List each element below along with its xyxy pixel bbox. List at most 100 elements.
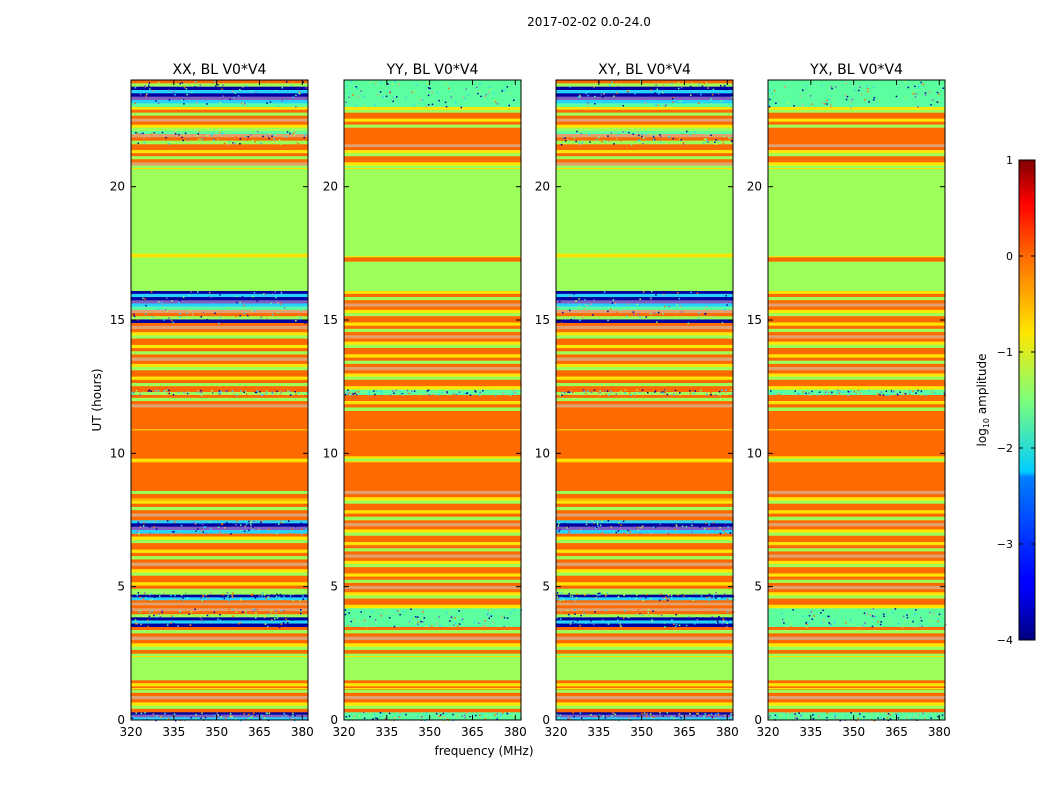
band-stripe xyxy=(131,516,308,521)
noise-speck xyxy=(824,391,827,394)
noise-speck xyxy=(639,316,641,318)
noise-speck xyxy=(464,714,466,716)
band-stripe xyxy=(344,253,521,258)
noise-speck xyxy=(786,103,788,105)
noise-speck xyxy=(603,140,605,142)
noise-speck xyxy=(363,712,365,714)
noise-speck xyxy=(607,310,609,313)
noise-speck xyxy=(594,611,596,613)
noise-speck xyxy=(266,392,268,394)
noise-speck xyxy=(410,608,412,610)
noise-speck xyxy=(652,136,655,138)
noise-speck xyxy=(291,619,294,621)
noise-speck xyxy=(809,394,811,396)
noise-speck xyxy=(619,625,622,628)
band-stripe xyxy=(131,493,308,498)
noise-speck xyxy=(837,718,839,720)
noise-speck xyxy=(575,623,577,625)
x-tick-label: 380 xyxy=(504,725,527,739)
noise-speck xyxy=(268,528,270,530)
noise-speck xyxy=(686,130,688,133)
noise-speck xyxy=(184,392,186,394)
noise-speck xyxy=(264,623,267,625)
noise-speck xyxy=(140,86,142,89)
x-tick-label: 335 xyxy=(375,725,398,739)
noise-speck xyxy=(274,614,277,617)
noise-speck xyxy=(237,95,240,97)
noise-speck xyxy=(901,392,904,394)
noise-speck xyxy=(235,316,238,318)
colorbar-gradient xyxy=(1018,159,1036,641)
band-stripe xyxy=(556,640,733,644)
noise-speck xyxy=(647,141,649,143)
noise-speck xyxy=(158,717,160,719)
noise-speck xyxy=(194,86,196,88)
noise-speck xyxy=(506,712,508,715)
noise-speck xyxy=(663,622,666,624)
band-stripe xyxy=(344,335,521,339)
noise-speck xyxy=(630,596,633,598)
band-lightgreen xyxy=(131,261,308,291)
panel-title: XX, BL V0*V4 xyxy=(173,62,267,78)
noise-speck xyxy=(496,103,499,105)
noise-speck xyxy=(287,621,289,624)
noise-speck xyxy=(166,624,169,626)
noise-speck xyxy=(379,712,382,714)
noise-speck xyxy=(229,98,231,101)
noise-speck xyxy=(883,615,885,618)
noise-speck xyxy=(305,717,307,719)
noise-speck xyxy=(422,610,424,613)
x-tick-label: 380 xyxy=(716,725,739,739)
noise-speck xyxy=(287,718,289,720)
noise-speck xyxy=(174,521,176,523)
noise-speck xyxy=(918,85,920,88)
noise-speck xyxy=(655,392,657,394)
noise-speck xyxy=(679,305,682,308)
noise-speck xyxy=(579,625,581,627)
noise-speck xyxy=(356,87,359,89)
noise-speck xyxy=(178,133,180,136)
noise-speck xyxy=(612,712,614,714)
noise-speck xyxy=(415,616,417,618)
noise-speck xyxy=(479,714,481,716)
noise-speck xyxy=(244,525,247,527)
noise-speck xyxy=(252,295,254,298)
band-stripe xyxy=(344,513,521,518)
noise-speck xyxy=(245,718,247,720)
noise-speck xyxy=(720,84,722,87)
noise-speck xyxy=(560,592,563,594)
noise-speck xyxy=(163,592,165,595)
noise-speck xyxy=(215,85,217,87)
band-stripe xyxy=(556,692,733,697)
noise-speck xyxy=(429,87,431,90)
noise-speck xyxy=(142,598,145,600)
noise-speck xyxy=(626,303,629,305)
noise-speck xyxy=(422,617,425,619)
noise-speck xyxy=(193,522,195,524)
noise-speck xyxy=(381,712,383,715)
noise-speck xyxy=(300,522,302,524)
band-stripe xyxy=(556,600,733,603)
noise-speck xyxy=(153,132,156,134)
noise-speck xyxy=(578,305,581,308)
noise-speck xyxy=(670,594,673,597)
noise-speck xyxy=(455,393,458,396)
noise-speck xyxy=(144,85,146,87)
band-line xyxy=(344,168,521,169)
band-stripe xyxy=(768,367,945,371)
noise-speck xyxy=(231,90,234,93)
noise-speck xyxy=(442,393,444,395)
noise-speck xyxy=(635,613,638,616)
band-orange xyxy=(556,464,733,491)
noise-speck xyxy=(617,134,619,137)
noise-speck xyxy=(663,390,665,392)
noise-speck xyxy=(557,306,560,309)
band-stripe xyxy=(768,570,945,574)
noise-speck xyxy=(657,104,659,107)
band-stripe xyxy=(344,297,521,301)
noise-speck xyxy=(886,712,888,715)
noise-speck xyxy=(556,713,558,716)
band-stripe xyxy=(344,650,521,654)
noise-speck xyxy=(568,391,571,393)
band-stripe xyxy=(131,153,308,157)
